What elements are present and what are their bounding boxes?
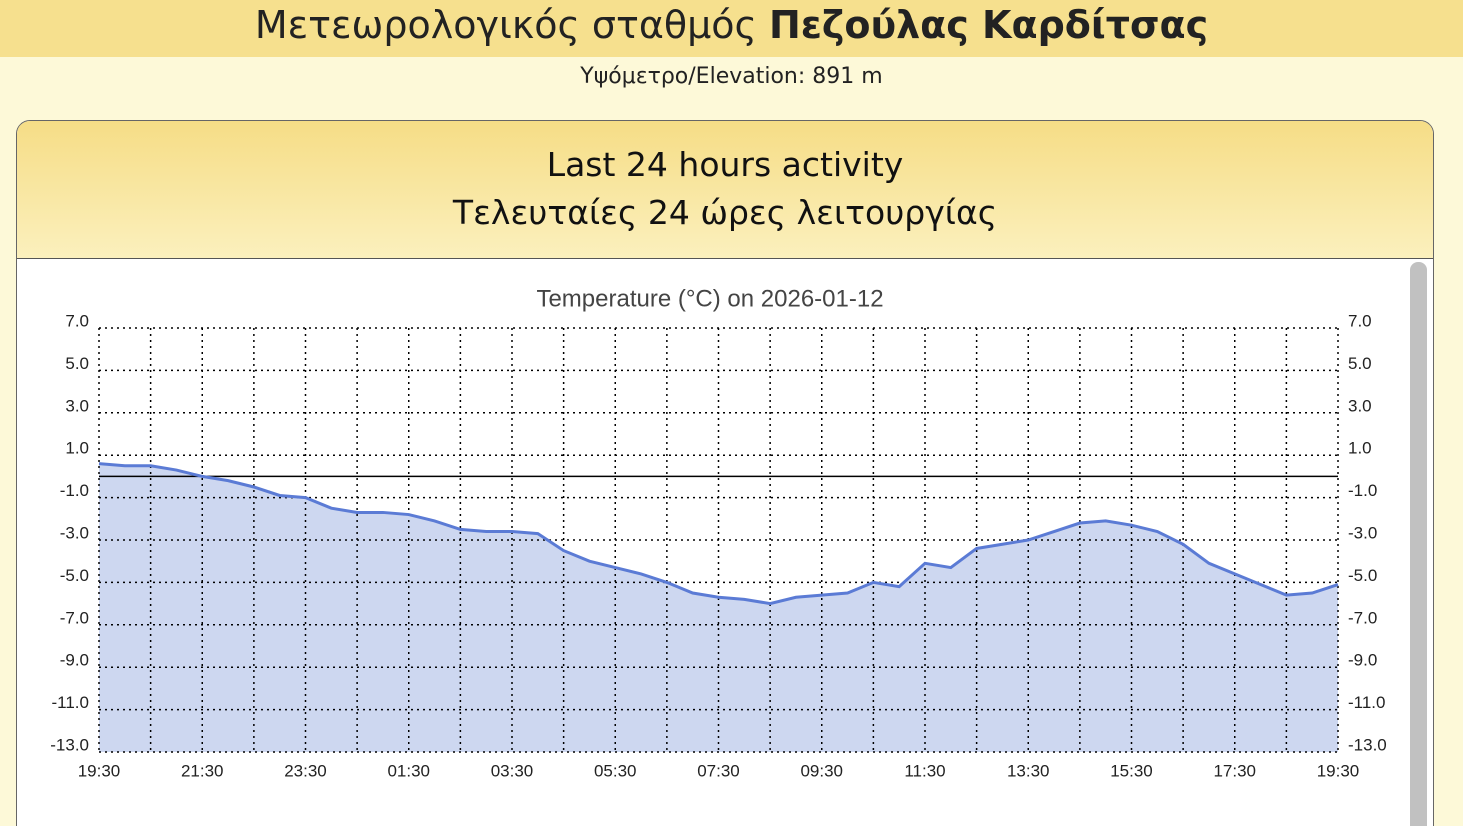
y2-tick-label: -11.0 bbox=[1348, 693, 1386, 712]
elevation: Υψόμετρο/Elevation: 891 m bbox=[580, 64, 883, 89]
y2-tick-label: 7.0 bbox=[1348, 311, 1372, 330]
x-tick-label: 15:30 bbox=[1110, 761, 1153, 780]
x-tick-label: 03:30 bbox=[491, 761, 534, 780]
station-name: Πεζούλας Καρδίτσας bbox=[768, 3, 1209, 47]
title-prefix: Μετεωρολογικός σταθμός bbox=[254, 3, 757, 47]
y-tick-label: -11.0 bbox=[52, 693, 90, 712]
y-tick-label: -1.0 bbox=[60, 481, 89, 500]
y2-tick-label: -9.0 bbox=[1348, 651, 1377, 670]
station-header: Μετεωρολογικός σταθμός Πεζούλας Καρδίτσα… bbox=[0, 0, 1463, 57]
y2-tick-label: -13.0 bbox=[1348, 735, 1387, 754]
chart-title: Temperature (°C) on 2026-01-12 bbox=[536, 285, 883, 312]
y2-tick-label: 5.0 bbox=[1348, 354, 1372, 373]
x-tick-label: 01:30 bbox=[387, 761, 430, 780]
x-tick-label: 19:30 bbox=[1317, 761, 1360, 780]
y-tick-label: -3.0 bbox=[60, 523, 89, 542]
y-tick-label: -5.0 bbox=[60, 566, 89, 585]
y-tick-label: -7.0 bbox=[60, 608, 89, 627]
x-tick-label: 13:30 bbox=[1007, 761, 1050, 780]
panel-header: Last 24 hours activity Τελευταίες 24 ώρε… bbox=[17, 121, 1433, 259]
y2-tick-label: -5.0 bbox=[1348, 566, 1377, 585]
y2-tick-label: 3.0 bbox=[1348, 396, 1372, 415]
y-tick-label: 1.0 bbox=[65, 439, 89, 458]
area-fill bbox=[99, 463, 1338, 752]
x-tick-label: 05:30 bbox=[594, 761, 637, 780]
y2-tick-label: -3.0 bbox=[1348, 523, 1377, 542]
y-tick-label: 3.0 bbox=[65, 396, 89, 415]
x-tick-label: 17:30 bbox=[1213, 761, 1256, 780]
scrollbar[interactable] bbox=[1410, 262, 1427, 826]
y-tick-label: -9.0 bbox=[60, 651, 89, 670]
y2-tick-label: 1.0 bbox=[1348, 439, 1372, 458]
y-tick-label: 7.0 bbox=[65, 311, 89, 330]
x-tick-label: 09:30 bbox=[800, 761, 843, 780]
panel-title-el: Τελευταίες 24 ώρες λειτουργίας bbox=[452, 193, 998, 232]
x-tick-label: 19:30 bbox=[78, 761, 121, 780]
temperature-line bbox=[98, 462, 1339, 606]
y2-tick-label: -1.0 bbox=[1348, 481, 1377, 500]
x-tick-label: 23:30 bbox=[284, 761, 327, 780]
y-tick-label: -13.0 bbox=[50, 735, 89, 754]
x-tick-label: 07:30 bbox=[697, 761, 740, 780]
y-tick-label: 5.0 bbox=[65, 354, 89, 373]
y2-tick-label: -7.0 bbox=[1348, 608, 1377, 627]
x-tick-label: 11:30 bbox=[904, 761, 945, 780]
x-tick-label: 21:30 bbox=[181, 761, 224, 780]
panel-title-en: Last 24 hours activity bbox=[546, 145, 904, 184]
